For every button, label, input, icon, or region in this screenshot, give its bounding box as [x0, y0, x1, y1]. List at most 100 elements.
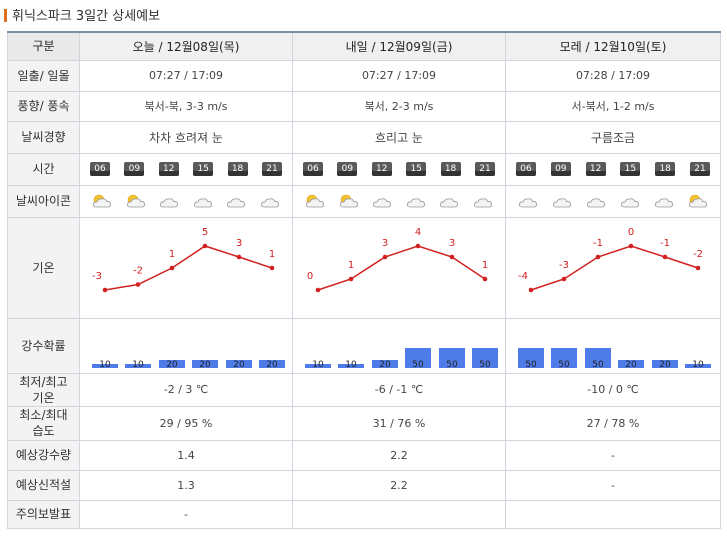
precip-bar	[551, 347, 577, 368]
precip-label: 50	[525, 360, 537, 370]
minmax-value: -10 / 0 ℃	[505, 372, 721, 407]
warning-value	[505, 499, 721, 529]
temp-point	[102, 287, 108, 292]
temp-row: 기온 -3 -2 1 5 3 1 0 1 3 4 3 1 -4 -3 -1 0 -1 -2	[7, 216, 721, 319]
rain-value: -	[505, 439, 721, 471]
rain-value: 2.2	[292, 439, 506, 471]
partly-cloudy-icon	[686, 191, 710, 211]
cloud-shape	[339, 198, 358, 208]
partly-cloudy-icon	[124, 191, 148, 211]
temp-line-chart: -4 -3 -1 0 -1 -2	[518, 227, 703, 292]
temp-line	[530, 244, 699, 291]
precip-label: 10	[99, 360, 111, 370]
precip-bar	[685, 363, 711, 368]
minmax-row: 최저/최고 기온 -2 / 3 ℃ -6 / -1 ℃ -10 / 0 ℃	[7, 372, 721, 407]
cloudy-icon	[224, 191, 248, 211]
temp-point	[348, 276, 354, 281]
precip-label: 20	[199, 360, 211, 370]
temp-label: -4	[518, 271, 528, 282]
temp-label: 1	[269, 249, 275, 260]
precip-bar	[125, 363, 151, 368]
label-trend: 날씨경향	[7, 120, 80, 154]
cloudy-icon	[437, 191, 461, 211]
hours-cell: 06 09 12 15 18 21	[505, 152, 721, 186]
temp-point	[561, 276, 567, 281]
cloud-shape	[126, 198, 145, 208]
trend-value: 차차 흐려져 눈	[79, 120, 293, 154]
label-warning: 주의보발표	[7, 499, 80, 529]
wind-value: 북서-북, 3-3 m/s	[79, 90, 293, 122]
temp-label: 5	[202, 227, 208, 238]
precip-cell: 10 10 20 50 50 50	[292, 317, 506, 374]
label-precip: 강수확률	[7, 317, 80, 374]
icons-group	[506, 191, 720, 211]
trend-row: 날씨경향 차차 흐려져 눈 흐리고 눈 구름조금	[7, 120, 721, 154]
minmax-value: -2 / 3 ℃	[79, 372, 293, 407]
icon-row: 날씨아이콘	[7, 184, 721, 218]
sunrise-row: 일출/ 일몰 07:27 / 17:09 07:27 / 17:09 07:28…	[7, 59, 721, 92]
precip-cell: 10 10 20 20 20 20	[79, 317, 293, 374]
sun-value: 07:27 / 17:09	[79, 59, 293, 92]
precip-bar-chart: 50 50 50 20 20 10	[518, 347, 711, 370]
precip-label: 20	[625, 360, 637, 370]
temp-label: 0	[628, 227, 634, 238]
precip-bar	[405, 347, 431, 368]
temp-chart: 0 1 3 4 3 1	[293, 218, 505, 318]
cloud-shape	[227, 198, 246, 208]
precip-label: 50	[412, 360, 424, 370]
icons-cell	[505, 184, 721, 218]
cloud-shape	[587, 198, 605, 208]
icons-group	[293, 191, 505, 211]
label-line: 최소/최대	[19, 408, 68, 422]
cloudy-icon	[652, 191, 676, 211]
temp-label: 1	[348, 260, 354, 271]
precip-label: 10	[312, 360, 324, 370]
temp-cell: -4 -3 -1 0 -1 -2	[505, 216, 721, 319]
humidity-row: 최소/최대 습도 29 / 95 % 31 / 76 % 27 / 78 %	[7, 405, 721, 441]
hour-badge: 18	[227, 162, 248, 176]
precip-bar	[338, 363, 364, 368]
snow-value: 2.2	[292, 469, 506, 501]
temp-point	[315, 287, 321, 292]
hour-badge: 15	[620, 162, 641, 176]
cloudy-icon	[157, 191, 181, 211]
cloud-shape	[193, 198, 212, 208]
hour-badge: 06	[516, 162, 536, 176]
page-title: 휘닉스파크 3일간 상세예보	[4, 5, 160, 24]
temp-label: 3	[382, 238, 388, 249]
hour-badge: 12	[371, 162, 392, 176]
cloudy-icon	[516, 191, 540, 211]
temp-line	[104, 244, 273, 291]
hour-badge: 15	[193, 162, 214, 176]
cloud-shape	[306, 198, 324, 208]
label-snow: 예상신적설	[7, 469, 80, 501]
precip-bar	[518, 347, 544, 368]
hour-badge: 06	[303, 162, 323, 176]
label-time: 시간	[7, 152, 80, 186]
precip-bar	[585, 347, 611, 368]
day-header: 모레 / 12월10일(토)	[505, 31, 721, 61]
icons-group	[80, 191, 292, 211]
hours-cell: 06 09 12 15 18 21	[292, 152, 506, 186]
cloudy-icon	[404, 191, 428, 211]
temp-label: -2	[133, 265, 143, 276]
cloud-shape	[655, 198, 673, 208]
label-line: 기온	[32, 390, 55, 405]
humidity-value: 27 / 78 %	[505, 405, 721, 441]
temp-label: 3	[449, 238, 455, 249]
hour-badge: 21	[261, 162, 282, 176]
precip-bar-chart: 10 10 20 50 50 50	[305, 347, 498, 370]
hours-group: 06 09 12 15 18 21	[506, 162, 720, 176]
label-temp: 기온	[7, 216, 80, 319]
precip-bar	[192, 359, 218, 368]
precip-label: 20	[266, 360, 278, 370]
temp-point	[528, 287, 534, 292]
temp-point	[269, 265, 275, 270]
day-header: 오늘 / 12월08일(목)	[79, 31, 293, 61]
label-line: 습도	[32, 424, 55, 438]
wind-row: 풍향/ 풍속 북서-북, 3-3 m/s 북서, 2-3 m/s 서-북서, 1…	[7, 90, 721, 122]
precip-label: 50	[479, 360, 491, 370]
temp-label: -1	[593, 238, 603, 249]
precip-bar	[305, 363, 331, 368]
cloudy-icon	[584, 191, 608, 211]
